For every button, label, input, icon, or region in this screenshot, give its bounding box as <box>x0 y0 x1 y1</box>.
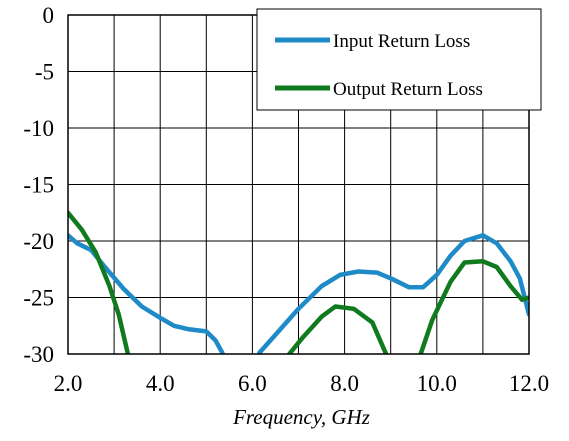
y-tick-label: 0 <box>43 3 55 28</box>
y-tick-labels: 0 -5 -10 -15 -20 -25 -30 <box>23 3 54 367</box>
x-tick-label: 10.0 <box>417 371 457 396</box>
y-tick-label: -30 <box>23 342 54 367</box>
y-tick-label: -15 <box>23 173 54 198</box>
series-line-output-return-loss <box>418 259 529 354</box>
y-tick-label: -25 <box>23 286 54 311</box>
legend-label-output-return-loss: Output Return Loss <box>333 79 483 100</box>
x-tick-label: 2.0 <box>54 371 83 396</box>
legend-label-input-return-loss: Input Return Loss <box>333 31 470 52</box>
x-tick-label: 6.0 <box>238 371 267 396</box>
legend: Input Return Loss Output Return Loss <box>256 8 542 111</box>
legend-box <box>256 8 542 111</box>
series-line-output-return-loss <box>68 210 131 354</box>
x-tick-label: 8.0 <box>330 371 359 396</box>
series-line-output-return-loss <box>287 304 389 354</box>
x-tick-labels: 2.0 4.0 6.0 8.0 10.0 12.0 <box>54 371 550 396</box>
x-tick-label: 12.0 <box>509 371 549 396</box>
x-axis-label: Frequency, GHz <box>232 405 370 429</box>
x-tick-label: 4.0 <box>146 371 175 396</box>
y-tick-label: -10 <box>23 116 54 141</box>
series-line-input-return-loss <box>257 233 529 354</box>
series-line-input-return-loss <box>68 233 225 354</box>
series-lines <box>68 210 529 354</box>
y-tick-label: -20 <box>23 229 54 254</box>
y-tick-label: -5 <box>35 60 54 85</box>
